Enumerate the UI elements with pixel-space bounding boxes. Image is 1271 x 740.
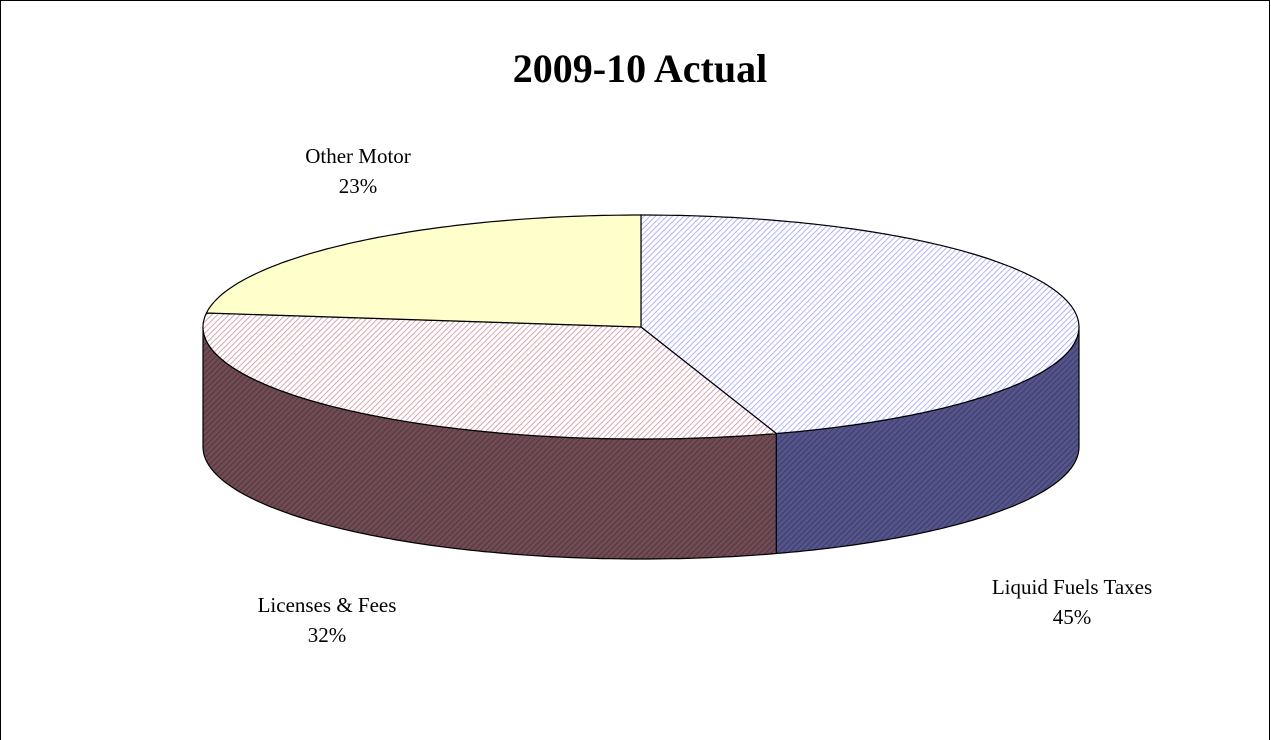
slice-value-label: 23% xyxy=(339,174,378,198)
slice-value-label: 45% xyxy=(1053,605,1092,629)
slice-label: Liquid Fuels Taxes xyxy=(992,575,1152,599)
slice-label: Licenses & Fees xyxy=(258,593,397,617)
slice xyxy=(202,312,778,440)
slice xyxy=(205,214,642,328)
slice-label: Other Motor xyxy=(305,144,411,168)
chart-title: 2009-10 Actual xyxy=(513,46,767,91)
slice-value-label: 32% xyxy=(308,623,347,647)
slice xyxy=(640,214,1080,435)
